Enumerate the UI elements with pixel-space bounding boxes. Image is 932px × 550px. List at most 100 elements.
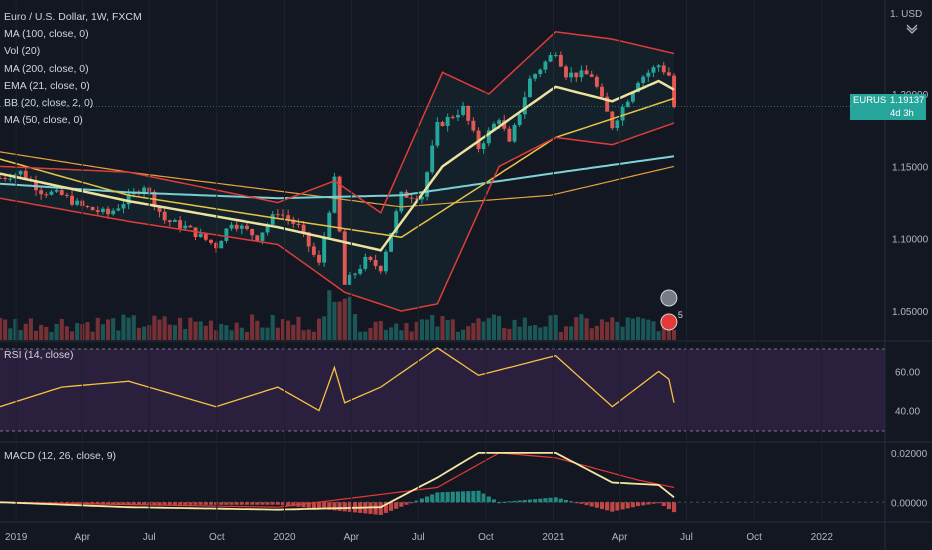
- macd-hist-bar: [548, 497, 553, 503]
- volume-bar: [85, 322, 90, 340]
- macd-hist-bar: [666, 502, 671, 510]
- volume-bar: [244, 331, 250, 340]
- collapse-icon[interactable]: [906, 24, 918, 34]
- candle-body: [435, 122, 440, 146]
- volume-bar: [224, 325, 229, 340]
- rsi-tick: 40.00: [895, 407, 920, 418]
- macd-hist-bar: [311, 502, 316, 509]
- candle-body: [666, 72, 671, 76]
- candle-body: [142, 187, 147, 194]
- volume-bar: [599, 319, 605, 340]
- volume-bar: [641, 318, 646, 340]
- volume-bar: [265, 327, 270, 340]
- time-tick: Jul: [680, 532, 693, 543]
- macd-hist-bar: [85, 502, 90, 505]
- volume-bar: [388, 327, 394, 340]
- volume-bar: [275, 327, 280, 340]
- macd-hist-bar: [183, 502, 188, 505]
- macd-hist-bar: [538, 498, 543, 503]
- volume-bar: [404, 323, 409, 340]
- candle-body: [172, 220, 177, 222]
- volume-bar: [69, 331, 75, 340]
- macd-hist-bar: [260, 502, 265, 505]
- candle-body: [600, 86, 604, 97]
- candle-body: [353, 273, 357, 275]
- macd-hist-bar: [419, 498, 424, 503]
- volume-bar: [116, 330, 121, 340]
- macd-hist-bar: [214, 502, 219, 505]
- volume-bar: [512, 319, 517, 340]
- macd-hist-bar: [491, 499, 497, 503]
- volume-bar: [347, 296, 352, 340]
- candle-body: [512, 125, 517, 142]
- macd-line: [0, 452, 675, 511]
- volume-bar: [332, 301, 337, 340]
- macd-hist-bar: [563, 499, 569, 503]
- currency-label[interactable]: 1. USD: [890, 9, 923, 20]
- candle-body: [522, 97, 527, 115]
- macd-label[interactable]: MACD (12, 26, close, 9): [4, 450, 117, 462]
- candle-body: [399, 191, 404, 212]
- candle-body: [502, 120, 507, 129]
- candle-body: [111, 210, 116, 215]
- volume-bar: [39, 324, 44, 340]
- candle-body: [332, 176, 337, 213]
- macd-hist-bar: [136, 502, 141, 505]
- volume-bar: [671, 329, 677, 340]
- volume-bar: [13, 318, 18, 340]
- volume-bar: [28, 318, 33, 340]
- volume-bar: [589, 328, 594, 340]
- volume-bar: [327, 290, 332, 340]
- macd-hist-bar: [425, 496, 430, 503]
- macd-hist-bar: [445, 491, 450, 503]
- time-tick: 2019: [5, 532, 28, 543]
- candle-body: [528, 78, 532, 98]
- macd-hist-bar: [193, 502, 198, 505]
- macd-hist-bar: [440, 492, 445, 503]
- volume-bar: [538, 327, 543, 340]
- macd-hist-bar: [481, 493, 486, 503]
- volume-bar: [661, 317, 666, 340]
- candle-body: [245, 225, 249, 230]
- volume-bar: [445, 320, 450, 340]
- macd-hist-bar: [497, 502, 502, 504]
- macd-hist-bar: [90, 502, 95, 505]
- volume-bar: [656, 331, 661, 340]
- macd-hist-bar: [569, 501, 574, 503]
- candle-body: [157, 206, 162, 212]
- candle-body: [605, 96, 610, 112]
- volume-bar: [8, 328, 13, 340]
- candle-body: [466, 105, 471, 121]
- macd-hist-bar: [517, 500, 522, 503]
- rsi-label[interactable]: RSI (14, close): [4, 349, 74, 361]
- volume-bar: [208, 320, 214, 340]
- volume-bar: [507, 328, 512, 340]
- candle-body: [90, 207, 95, 211]
- macd-hist-bar: [599, 502, 605, 510]
- macd-hist-bar: [219, 502, 224, 505]
- macd-hist-bar: [589, 502, 594, 507]
- rsi-line: [0, 347, 675, 412]
- macd-hist-bar: [661, 502, 666, 507]
- signal-line: [0, 452, 675, 508]
- volume-bar: [54, 323, 59, 340]
- volume-bar: [450, 319, 455, 340]
- time-tick: Oct: [209, 532, 225, 543]
- symbol-badge: EURUSD: [850, 94, 893, 120]
- macd-hist-bar: [507, 501, 512, 503]
- candle-body: [564, 66, 568, 78]
- volume-bar: [584, 318, 589, 340]
- ma200-line: [0, 151, 675, 208]
- candle-body: [8, 178, 13, 180]
- earnings-marker-icon: [660, 313, 678, 331]
- macd-hist-bar: [250, 502, 255, 505]
- macd-hist-bar: [286, 502, 291, 506]
- candle-body: [414, 198, 419, 200]
- macd-hist-bar: [630, 502, 635, 508]
- volume-bar: [306, 329, 311, 340]
- price-tick: 1.05000: [892, 307, 929, 318]
- macd-tick: 0.00000: [891, 498, 928, 509]
- candle-body: [574, 72, 579, 78]
